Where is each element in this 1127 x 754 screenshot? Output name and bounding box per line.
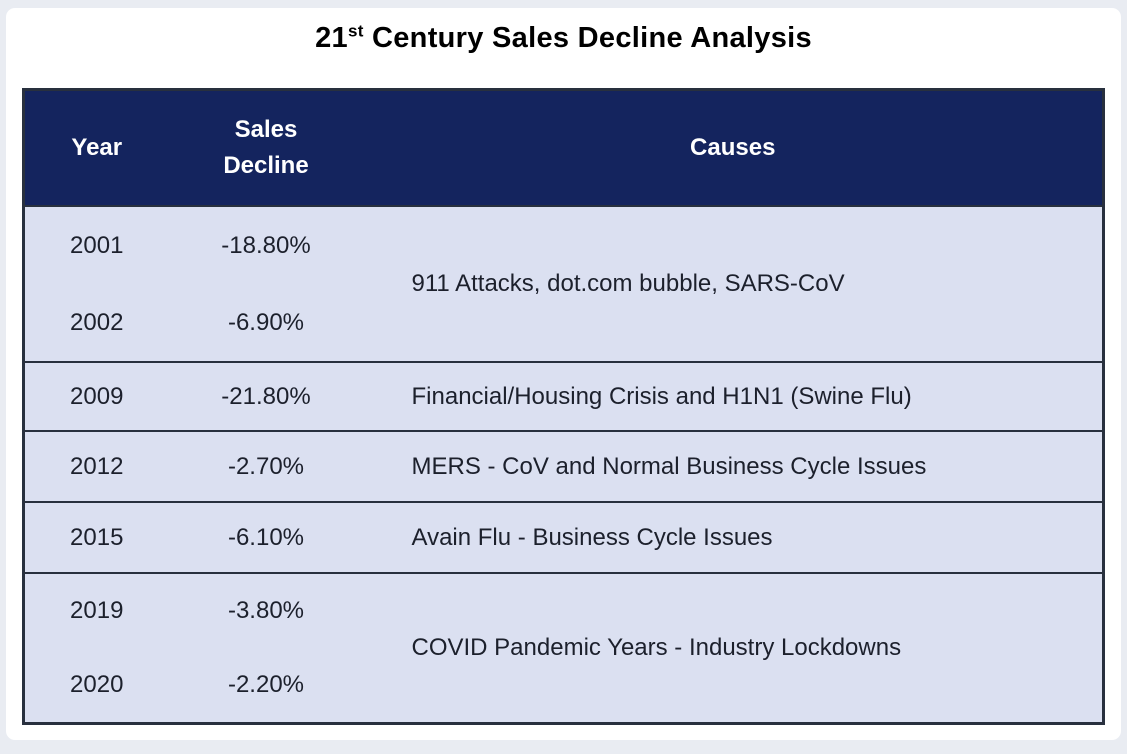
sales-decline-cell: -6.10% (168, 501, 364, 573)
sales-decline-cell: -6.90% (168, 284, 364, 362)
table-header: Year Sales Decline Causes (23, 89, 1104, 207)
content-card: 21st Century Sales Decline Analysis Year… (6, 8, 1121, 740)
cause-cell: COVID Pandemic Years - Industry Lockdown… (363, 572, 1104, 723)
sales-decline-cell: -2.20% (168, 648, 364, 723)
year-cell: 2002 (23, 284, 169, 362)
table-row-2020: 2020 -2.20% (23, 648, 1104, 723)
table-body: 2001 -18.80% 911 Attacks, dot.com bubble… (23, 205, 1104, 723)
title-text-rest: Century Sales Decline Analysis (363, 22, 812, 54)
year-cell: 2015 (23, 501, 169, 573)
title-text-prefix: 21 (315, 22, 348, 54)
table-row-2012: 2012 -2.70% MERS - CoV and Normal Busine… (23, 430, 1104, 502)
column-header-causes: Causes (363, 89, 1104, 207)
table-row-2015: 2015 -6.10% Avain Flu - Business Cycle I… (23, 501, 1104, 573)
year-cell: 2019 (23, 572, 169, 648)
sales-decline-cell: -2.70% (168, 430, 364, 502)
table-row-2002: 2002 -6.90% (23, 284, 1104, 362)
title-superscript: st (347, 21, 364, 41)
year-cell: 2001 (23, 205, 169, 284)
year-cell: 2012 (23, 430, 169, 502)
table-row-2009: 2009 -21.80% Financial/Housing Crisis an… (23, 361, 1104, 431)
year-cell: 2009 (23, 361, 169, 431)
sales-decline-cell: -18.80% (168, 205, 364, 284)
cause-cell: Financial/Housing Crisis and H1N1 (Swine… (363, 361, 1104, 431)
table-row-2019: 2019 -3.80% COVID Pandemic Years - Indus… (23, 572, 1104, 723)
column-header-year: Year (23, 89, 169, 207)
year-cell: 2020 (23, 648, 169, 723)
sales-decline-cell: -3.80% (168, 572, 364, 648)
cause-cell: Avain Flu - Business Cycle Issues (363, 501, 1104, 573)
cause-cell: MERS - CoV and Normal Business Cycle Iss… (363, 430, 1104, 502)
sales-decline-cell: -21.80% (168, 361, 364, 431)
page-title: 21st Century Sales Decline Analysis (6, 22, 1121, 55)
sales-decline-table: Year Sales Decline Causes 2001 -18.80% 9… (22, 88, 1105, 725)
column-header-sales-decline-label: Sales Decline (223, 116, 309, 179)
cause-cell: 911 Attacks, dot.com bubble, SARS-CoV (363, 205, 1104, 362)
table-row-2001: 2001 -18.80% 911 Attacks, dot.com bubble… (23, 205, 1104, 362)
column-header-sales-decline: Sales Decline (168, 89, 364, 207)
header-row: Year Sales Decline Causes (23, 89, 1104, 207)
